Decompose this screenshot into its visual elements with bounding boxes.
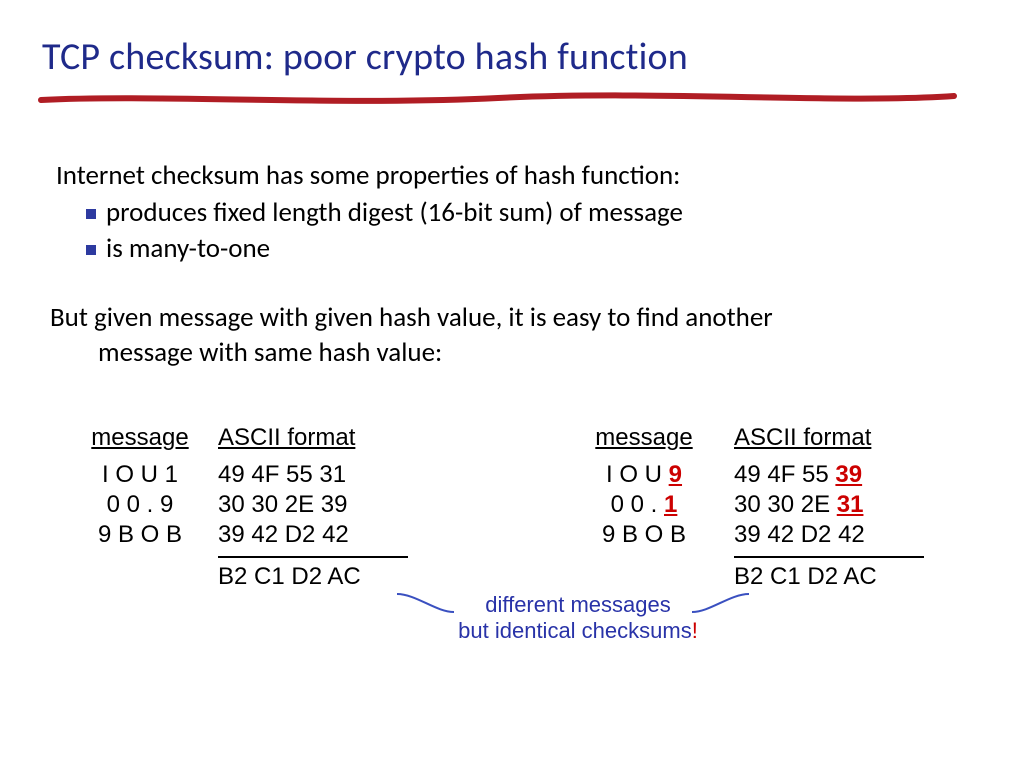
right-ascii-header: ASCII format <box>734 424 924 452</box>
note-exclaim: ! <box>692 618 698 643</box>
left-ascii-row3: 39 42 D2 42 <box>218 520 408 550</box>
left-msg-row1: I O U 1 <box>70 460 210 490</box>
changed-char: 9 <box>669 461 682 488</box>
left-ascii-row1: 49 4F 55 31 <box>218 460 408 490</box>
connector-left-icon <box>396 590 456 616</box>
bullet-1: produces fixed length digest (16-bit sum… <box>86 196 683 229</box>
right-msg-row3: 9 B O B <box>574 520 714 550</box>
right-checksum: B2 C1 D2 AC <box>734 556 924 592</box>
left-msg-row2: 0 0 . 9 <box>70 490 210 520</box>
note-line1: different messages <box>485 592 670 617</box>
but-line1: But given message with given hash value,… <box>50 301 773 334</box>
right-ascii-row2: 30 30 2E 31 <box>734 490 924 520</box>
right-msg-row2: 0 0 . 1 <box>574 490 714 520</box>
right-ascii-col: ASCII format 49 4F 55 39 30 30 2E 31 39 … <box>734 424 924 592</box>
slide-title: TCP checksum: poor crypto hash function <box>42 34 982 80</box>
connector-right-icon <box>690 590 750 616</box>
right-message-header: message <box>574 424 714 452</box>
right-ascii-row3: 39 42 D2 42 <box>734 520 924 550</box>
but-paragraph: But given message with given hash value,… <box>50 300 970 370</box>
callout-note: different messages but identical checksu… <box>448 592 708 645</box>
left-msg-row3: 9 B O B <box>70 520 210 550</box>
left-message-header: message <box>70 424 210 452</box>
left-ascii-row2: 30 30 2E 39 <box>218 490 408 520</box>
changed-byte: 31 <box>837 491 864 518</box>
left-message-col: message I O U 1 0 0 . 9 9 B O B <box>70 424 210 550</box>
changed-byte: 39 <box>835 461 862 488</box>
left-ascii-col: ASCII format 49 4F 55 31 30 30 2E 39 39 … <box>218 424 408 592</box>
but-line2: message with same hash value: <box>50 335 970 370</box>
bullet-square-icon <box>86 209 96 219</box>
changed-char: 1 <box>664 491 677 518</box>
bullet-2: is many-to-one <box>86 232 270 265</box>
right-msg-row1: I O U 9 <box>574 460 714 490</box>
right-message-col: message I O U 9 0 0 . 1 9 B O B <box>574 424 714 550</box>
intro-text: Internet checksum has some properties of… <box>56 158 680 193</box>
bullet-2-text: is many-to-one <box>106 232 270 265</box>
bullet-1-text: produces fixed length digest (16-bit sum… <box>106 196 683 229</box>
left-ascii-header: ASCII format <box>218 424 408 452</box>
right-ascii-row1: 49 4F 55 39 <box>734 460 924 490</box>
bullet-square-icon <box>86 245 96 255</box>
note-line2: but identical checksums <box>458 618 692 643</box>
title-underline <box>38 88 958 112</box>
left-checksum: B2 C1 D2 AC <box>218 556 408 592</box>
